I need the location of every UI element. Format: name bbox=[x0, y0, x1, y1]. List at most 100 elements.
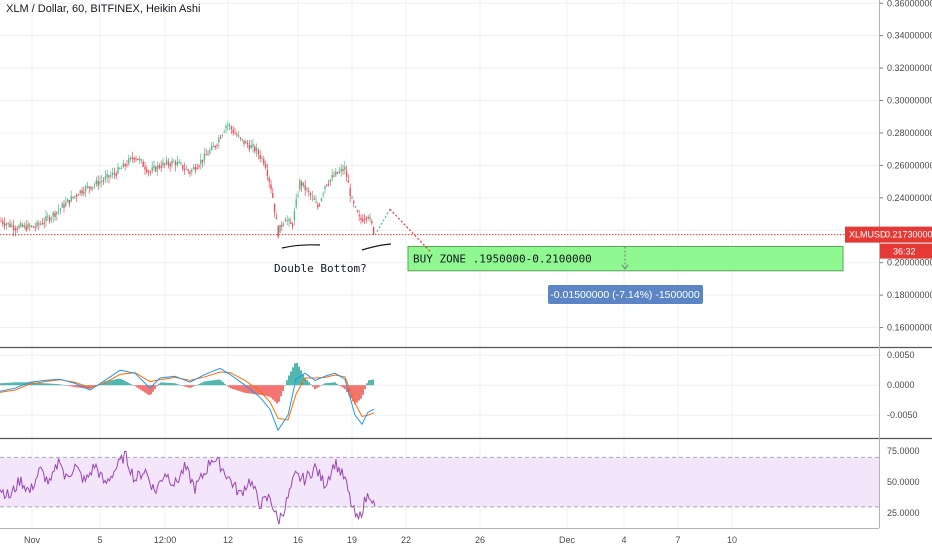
candle-body bbox=[155, 166, 157, 172]
macd-histogram-bar bbox=[276, 385, 278, 404]
candle-body bbox=[30, 225, 33, 227]
macd-histogram-bar bbox=[202, 382, 204, 386]
candle-body bbox=[236, 134, 238, 136]
macd-histogram-bar bbox=[172, 383, 174, 386]
candle-body bbox=[207, 154, 209, 156]
macd-histogram-bar bbox=[322, 384, 324, 386]
candle-body bbox=[313, 198, 315, 200]
candle-body bbox=[68, 199, 71, 204]
macd-histogram-bar bbox=[364, 385, 366, 390]
macd-histogram-bar bbox=[48, 383, 50, 386]
countdown-label: 36:32 bbox=[893, 247, 916, 257]
macd-histogram-bar bbox=[224, 383, 226, 386]
candle-body bbox=[93, 184, 96, 186]
measure-arrow-head bbox=[621, 264, 629, 270]
macd-histogram-bar bbox=[312, 385, 314, 387]
macd-histogram-bar bbox=[8, 382, 10, 386]
macd-histogram-bar bbox=[192, 385, 194, 387]
candle-body bbox=[99, 181, 101, 184]
candle-body bbox=[209, 150, 211, 154]
candle-body bbox=[302, 182, 305, 186]
macd-histogram-bar bbox=[42, 383, 44, 386]
candle-body bbox=[135, 158, 137, 160]
x-tick-label: 10 bbox=[727, 535, 737, 545]
macd-histogram-bar bbox=[136, 385, 138, 388]
price-candles[interactable] bbox=[0, 121, 375, 239]
macd-histogram-bar bbox=[226, 385, 228, 386]
y-tick-label: 75.0000 bbox=[887, 446, 920, 456]
rsi-panel[interactable] bbox=[0, 450, 879, 525]
y-tick-label: 0.24000000 bbox=[887, 193, 932, 203]
y-tick-label: 0.26000000 bbox=[887, 160, 932, 170]
macd-histogram-bar bbox=[228, 385, 230, 388]
price-badge bbox=[845, 226, 932, 243]
macd-line bbox=[0, 367, 375, 432]
candle-body bbox=[12, 225, 15, 231]
macd-histogram-bar bbox=[292, 367, 294, 386]
macd-histogram-bar bbox=[220, 380, 222, 386]
macd-histogram-bar bbox=[248, 385, 250, 394]
candle-body bbox=[128, 158, 130, 164]
macd-histogram-bar bbox=[106, 380, 108, 386]
candle-body bbox=[171, 160, 173, 165]
y-tick-label: 0.18000000 bbox=[887, 290, 932, 300]
macd-histogram-bar bbox=[122, 380, 124, 386]
candle-body bbox=[239, 137, 242, 139]
price-badge-symbol: XLMUSD bbox=[849, 230, 887, 240]
macd-histogram-bar bbox=[156, 385, 158, 387]
candle-body bbox=[358, 215, 360, 217]
candle-body bbox=[5, 224, 8, 226]
rsi-line bbox=[0, 450, 376, 525]
candle-body bbox=[90, 186, 92, 190]
macd-histogram-bar bbox=[372, 379, 374, 386]
candle-body bbox=[200, 159, 202, 164]
candle-body bbox=[331, 175, 333, 179]
candle-body bbox=[300, 182, 303, 186]
macd-histogram-bar bbox=[360, 385, 362, 399]
macd-histogram-bar bbox=[294, 363, 296, 386]
candle-body bbox=[106, 173, 108, 178]
candle-body bbox=[34, 227, 36, 229]
candle-body bbox=[257, 150, 260, 155]
candle-body bbox=[216, 144, 218, 146]
candle-body bbox=[338, 171, 341, 173]
candle-body bbox=[43, 222, 45, 224]
macd-histogram-bar bbox=[38, 382, 40, 386]
buy-zone[interactable]: BUY ZONE .1950000-0.2100000 -0.01500000 (… bbox=[407, 245, 844, 304]
candle-body bbox=[111, 172, 114, 176]
candle-body bbox=[277, 226, 279, 237]
candle-body bbox=[86, 185, 89, 188]
candle-body bbox=[326, 184, 328, 186]
candle-body bbox=[315, 201, 317, 203]
macd-histogram-bar bbox=[232, 385, 234, 390]
macd-histogram-bar bbox=[266, 385, 268, 397]
macd-histogram-bar bbox=[164, 382, 166, 386]
macd-histogram-bar bbox=[168, 382, 170, 386]
candle-body bbox=[367, 217, 369, 219]
macd-histogram-bar bbox=[138, 385, 140, 389]
candle-body bbox=[75, 195, 78, 197]
macd-panel[interactable] bbox=[0, 363, 375, 432]
x-tick-label: 12:00 bbox=[154, 535, 177, 545]
macd-histogram-bar bbox=[354, 385, 356, 405]
candle-body bbox=[164, 163, 166, 165]
candle-body bbox=[308, 190, 310, 192]
candle-body bbox=[20, 223, 22, 227]
candle-body bbox=[140, 159, 143, 161]
candle-body bbox=[237, 135, 240, 137]
candle-body bbox=[50, 218, 53, 220]
macd-histogram-bar bbox=[116, 379, 118, 386]
y-tick-label: 0.0050 bbox=[887, 350, 915, 360]
candle-body bbox=[36, 222, 38, 227]
macd-histogram-bar bbox=[126, 382, 128, 386]
candle-body bbox=[52, 212, 54, 217]
macd-histogram-bar bbox=[290, 371, 292, 386]
macd-histogram-bar bbox=[76, 385, 78, 388]
candle-body bbox=[122, 162, 125, 168]
candle-body bbox=[306, 188, 308, 191]
macd-histogram-bar bbox=[184, 385, 186, 387]
macd-histogram-bar bbox=[162, 382, 164, 386]
candle-body bbox=[347, 180, 350, 183]
macd-histogram-bar bbox=[124, 381, 126, 386]
